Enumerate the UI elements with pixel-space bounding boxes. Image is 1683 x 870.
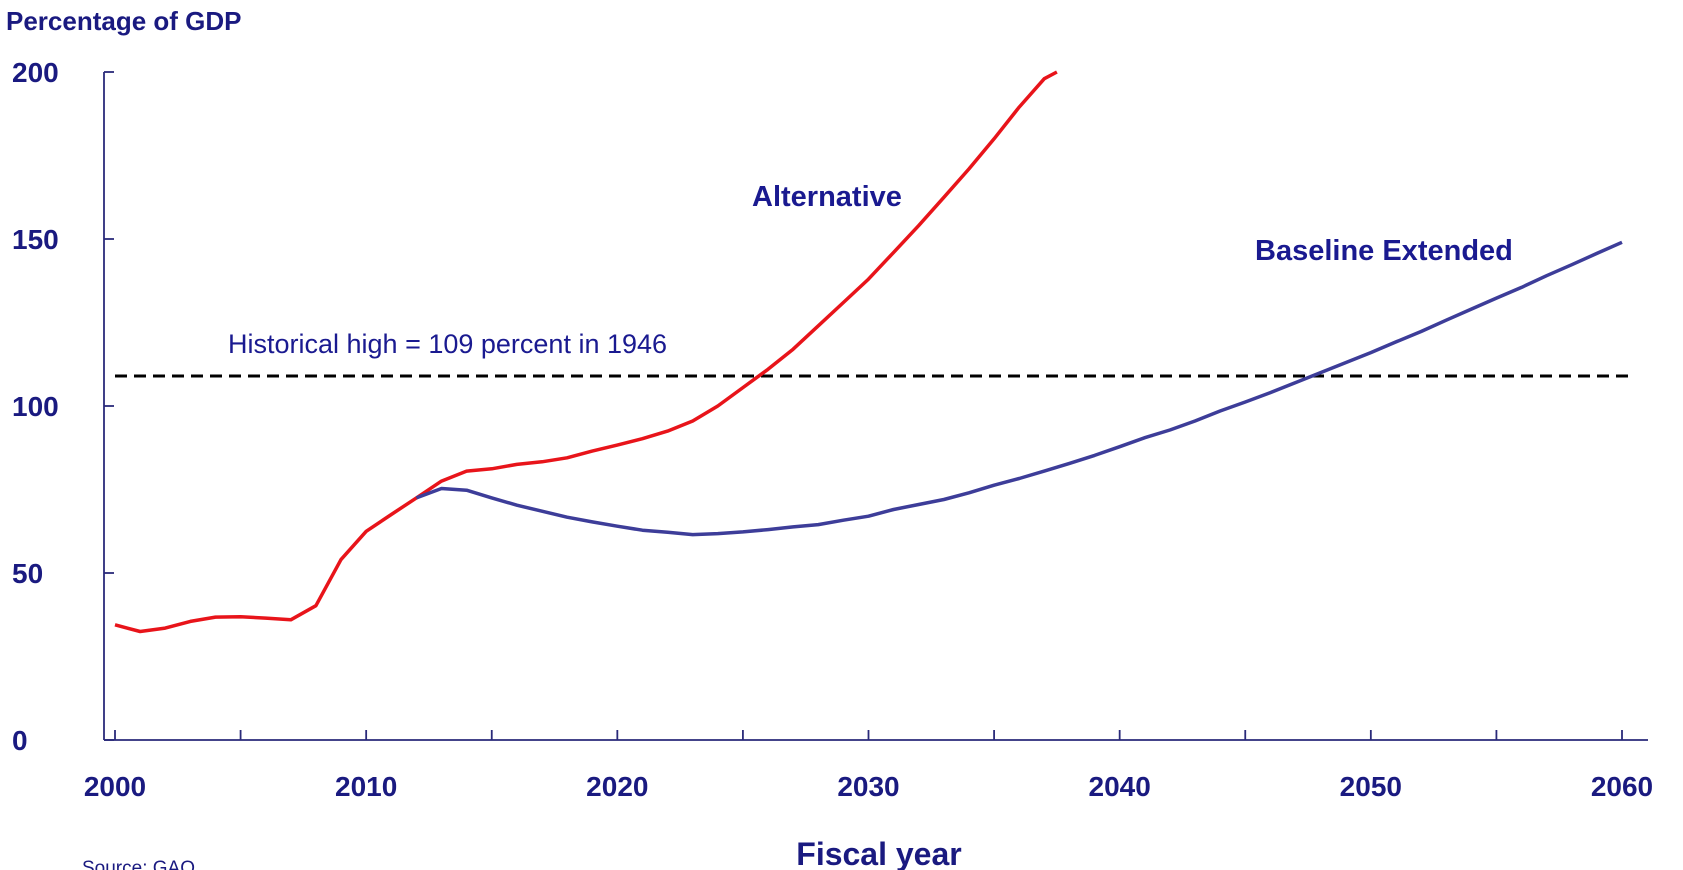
- series-label-alternative: Alternative: [752, 181, 902, 213]
- y-tick-label-150: 150: [12, 224, 59, 255]
- x-tick-label-2060: 2060: [1591, 771, 1653, 802]
- y-axis-title: Percentage of GDP: [6, 6, 242, 36]
- x-axis-ticks: 2000 2010 2020 2030 2040 2050 2060: [84, 730, 1653, 802]
- series-label-baseline-extended: Baseline Extended: [1255, 235, 1513, 267]
- historical-high-label: Historical high = 109 percent in 1946: [228, 329, 667, 359]
- y-tick-label-0: 0: [12, 725, 28, 756]
- y-tick-label-200: 200: [12, 57, 59, 88]
- y-tick-label-50: 50: [12, 558, 43, 589]
- x-tick-label-2000: 2000: [84, 771, 146, 802]
- y-axis-ticks: 0 50 100 150 200: [12, 57, 114, 756]
- x-tick-label-2020: 2020: [586, 771, 648, 802]
- x-tick-label-2050: 2050: [1340, 771, 1402, 802]
- x-tick-label-2030: 2030: [837, 771, 899, 802]
- y-tick-label-100: 100: [12, 391, 59, 422]
- x-axis-title: Fiscal year: [796, 836, 961, 870]
- series-line-alternative: [114, 70, 1058, 634]
- x-tick-label-2010: 2010: [335, 771, 397, 802]
- x-tick-label-2040: 2040: [1089, 771, 1151, 802]
- source-note: Source: GAO.: [82, 858, 200, 870]
- series-line-baseline-extended: [415, 240, 1623, 537]
